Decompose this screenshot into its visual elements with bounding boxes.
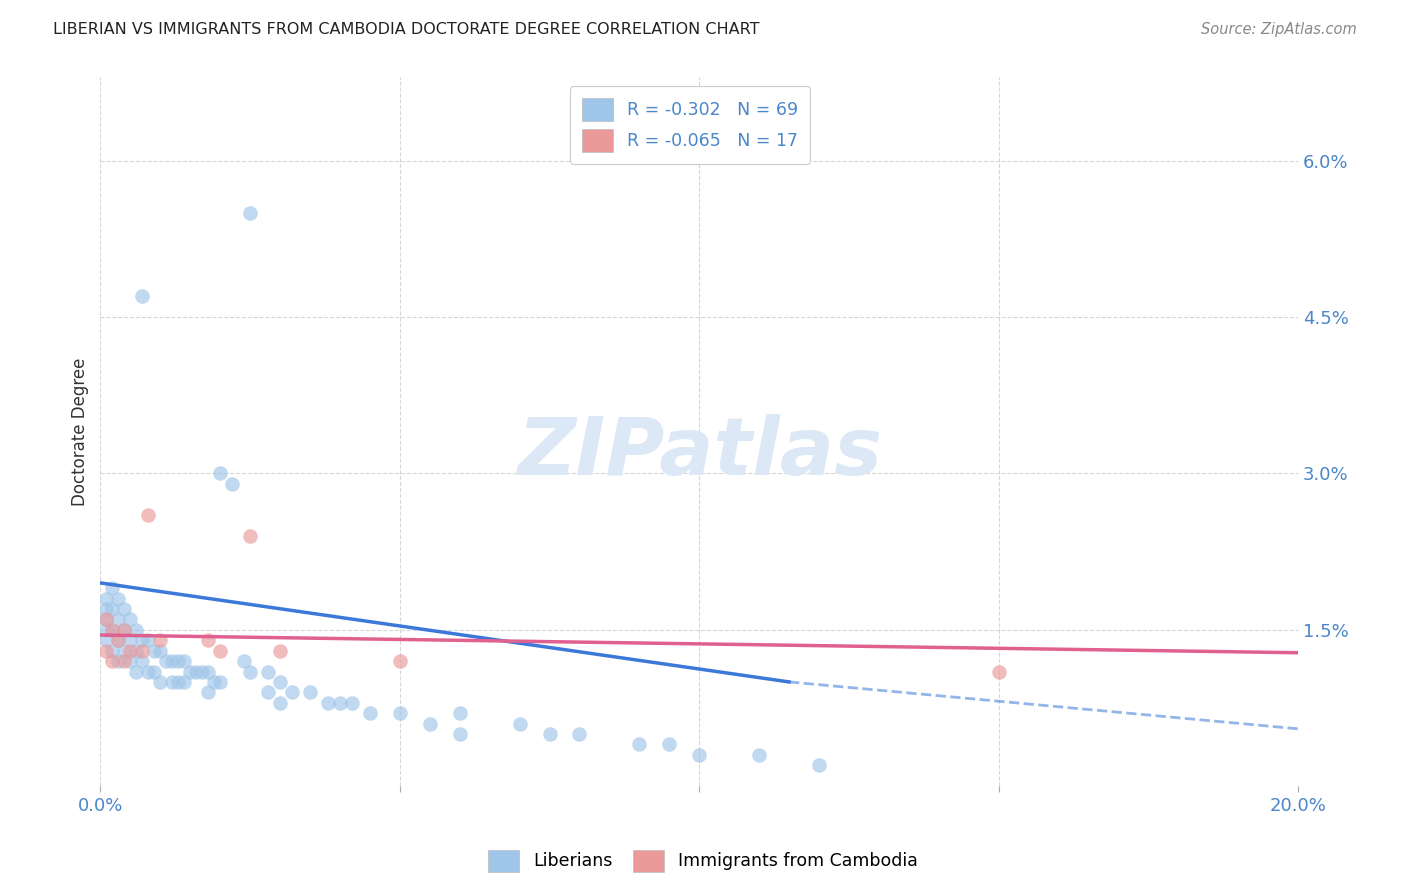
Point xyxy=(202,674,225,689)
Point xyxy=(233,654,256,668)
Point xyxy=(136,665,159,679)
Point xyxy=(269,696,291,710)
Point xyxy=(269,643,291,657)
Point xyxy=(197,665,219,679)
Point xyxy=(186,665,208,679)
Point xyxy=(281,685,304,699)
Point xyxy=(101,654,124,668)
Point xyxy=(125,643,148,657)
Point xyxy=(120,654,142,668)
Point xyxy=(449,727,471,741)
Point xyxy=(112,602,135,616)
Text: ZIPatlas: ZIPatlas xyxy=(517,414,882,492)
Point xyxy=(209,643,232,657)
Point xyxy=(96,591,118,606)
Point xyxy=(987,665,1010,679)
Point xyxy=(239,206,262,220)
Point xyxy=(748,747,770,762)
Point xyxy=(107,612,129,626)
Point xyxy=(131,289,153,303)
Point xyxy=(131,643,153,657)
Point xyxy=(155,654,177,668)
Point xyxy=(388,706,411,721)
Point xyxy=(388,654,411,668)
Point xyxy=(96,643,118,657)
Point xyxy=(112,623,135,637)
Point xyxy=(298,685,321,699)
Point xyxy=(658,738,681,752)
Point xyxy=(173,654,195,668)
Point xyxy=(101,623,124,637)
Point xyxy=(167,674,190,689)
Point xyxy=(107,633,129,648)
Point xyxy=(807,758,830,772)
Point xyxy=(149,633,172,648)
Text: LIBERIAN VS IMMIGRANTS FROM CAMBODIA DOCTORATE DEGREE CORRELATION CHART: LIBERIAN VS IMMIGRANTS FROM CAMBODIA DOC… xyxy=(53,22,759,37)
Point xyxy=(316,696,339,710)
Point xyxy=(107,654,129,668)
Point xyxy=(112,654,135,668)
Point xyxy=(96,602,118,616)
Point xyxy=(359,706,381,721)
Point xyxy=(101,643,124,657)
Point xyxy=(120,643,142,657)
Point xyxy=(107,591,129,606)
Point xyxy=(160,654,183,668)
Point xyxy=(419,716,441,731)
Point xyxy=(628,738,651,752)
Point xyxy=(239,529,262,543)
Point xyxy=(197,685,219,699)
Point xyxy=(340,696,363,710)
Point xyxy=(197,633,219,648)
Point xyxy=(120,612,142,626)
Point xyxy=(191,665,214,679)
Y-axis label: Doctorate Degree: Doctorate Degree xyxy=(72,358,89,506)
Point xyxy=(149,643,172,657)
Point xyxy=(329,696,352,710)
Point xyxy=(538,727,561,741)
Point xyxy=(160,674,183,689)
Point xyxy=(221,476,243,491)
Point xyxy=(179,665,201,679)
Point xyxy=(96,612,118,626)
Point xyxy=(112,643,135,657)
Point xyxy=(131,654,153,668)
Point xyxy=(149,674,172,689)
Point xyxy=(509,716,531,731)
Point xyxy=(112,623,135,637)
Point xyxy=(125,665,148,679)
Point xyxy=(143,643,166,657)
Point xyxy=(101,602,124,616)
Legend: R = -0.302   N = 69, R = -0.065   N = 17: R = -0.302 N = 69, R = -0.065 N = 17 xyxy=(569,87,810,164)
Point xyxy=(209,467,232,481)
Point xyxy=(239,665,262,679)
Point xyxy=(167,654,190,668)
Point xyxy=(209,674,232,689)
Point xyxy=(101,623,124,637)
Point xyxy=(688,747,710,762)
Point xyxy=(173,674,195,689)
Point xyxy=(131,633,153,648)
Point xyxy=(269,674,291,689)
Legend: Liberians, Immigrants from Cambodia: Liberians, Immigrants from Cambodia xyxy=(481,843,925,879)
Point xyxy=(568,727,591,741)
Point xyxy=(257,665,280,679)
Point xyxy=(96,633,118,648)
Point xyxy=(449,706,471,721)
Point xyxy=(125,623,148,637)
Point xyxy=(96,623,118,637)
Point xyxy=(107,633,129,648)
Point xyxy=(96,612,118,626)
Point xyxy=(120,633,142,648)
Point xyxy=(136,508,159,523)
Point xyxy=(257,685,280,699)
Point xyxy=(101,581,124,595)
Point xyxy=(136,633,159,648)
Point xyxy=(143,665,166,679)
Text: Source: ZipAtlas.com: Source: ZipAtlas.com xyxy=(1201,22,1357,37)
